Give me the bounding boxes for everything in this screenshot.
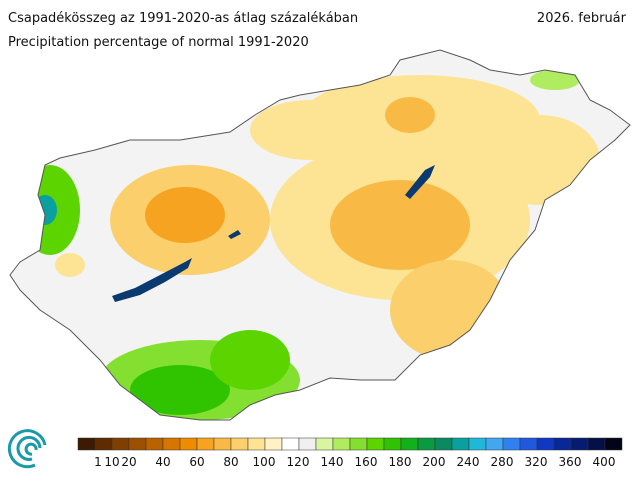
legend-swatch bbox=[162, 437, 181, 451]
legend-swatch bbox=[468, 437, 487, 451]
legend-label: 360 bbox=[559, 455, 582, 469]
legend-swatch bbox=[519, 437, 538, 451]
legend-swatch bbox=[196, 437, 215, 451]
lake-velence bbox=[228, 230, 241, 239]
legend-label: 1 bbox=[94, 455, 102, 469]
legend-swatch bbox=[587, 437, 606, 451]
legend-label: 200 bbox=[423, 455, 446, 469]
legend-swatch bbox=[230, 437, 249, 451]
precip-map bbox=[10, 50, 630, 420]
legend-swatch bbox=[366, 437, 385, 451]
legend-swatch bbox=[128, 437, 147, 451]
legend-swatch bbox=[281, 437, 300, 451]
legend-swatch bbox=[383, 437, 402, 451]
legend-label: 140 bbox=[321, 455, 344, 469]
legend-label: 20 bbox=[121, 455, 136, 469]
legend-swatch bbox=[570, 437, 589, 451]
legend-label: 240 bbox=[457, 455, 480, 469]
legend-label: 160 bbox=[355, 455, 378, 469]
lake-tisza bbox=[405, 165, 435, 199]
legend-label: 400 bbox=[593, 455, 616, 469]
lake-balaton bbox=[112, 258, 192, 302]
legend-label: 180 bbox=[389, 455, 412, 469]
country-border bbox=[9, 49, 631, 421]
legend-label: 320 bbox=[525, 455, 548, 469]
legend-swatch bbox=[553, 437, 572, 451]
legend-swatch bbox=[536, 437, 555, 451]
legend-swatch bbox=[604, 437, 623, 451]
legend-label: 100 bbox=[253, 455, 276, 469]
legend-label: 10 bbox=[104, 455, 119, 469]
legend-label: 40 bbox=[155, 455, 170, 469]
legend-swatch bbox=[417, 437, 436, 451]
legend-swatch bbox=[485, 437, 504, 451]
legend-swatch bbox=[298, 437, 317, 451]
legend-swatch bbox=[94, 437, 113, 451]
legend-swatch bbox=[77, 437, 96, 451]
legend-label: 80 bbox=[223, 455, 238, 469]
date: 2026. február bbox=[537, 11, 627, 26]
legend-swatch bbox=[434, 437, 453, 451]
legend-swatch bbox=[111, 437, 130, 451]
legend-swatch bbox=[247, 437, 266, 451]
legend-swatch bbox=[502, 437, 521, 451]
title: Csapadékösszeg az 1991-2020-as átlag szá… bbox=[8, 11, 358, 26]
legend-swatch bbox=[145, 437, 164, 451]
logo bbox=[7, 429, 47, 469]
legend-swatch bbox=[332, 437, 351, 451]
legend: 1 10 20 40 60 80 100 120 140 160 180 200 240 280 320 36… bbox=[77, 437, 623, 469]
legend-label: 280 bbox=[491, 455, 514, 469]
legend-swatch bbox=[349, 437, 368, 451]
legend-label: 60 bbox=[189, 455, 204, 469]
legend-swatch bbox=[179, 437, 198, 451]
legend-swatch bbox=[400, 437, 419, 451]
legend-swatch bbox=[451, 437, 470, 451]
subtitle: Precipitation percentage of normal 1991-… bbox=[8, 35, 309, 50]
legend-swatch bbox=[264, 437, 283, 451]
legend-swatch bbox=[213, 437, 232, 451]
legend-swatch bbox=[315, 437, 334, 451]
legend-label: 120 bbox=[287, 455, 310, 469]
